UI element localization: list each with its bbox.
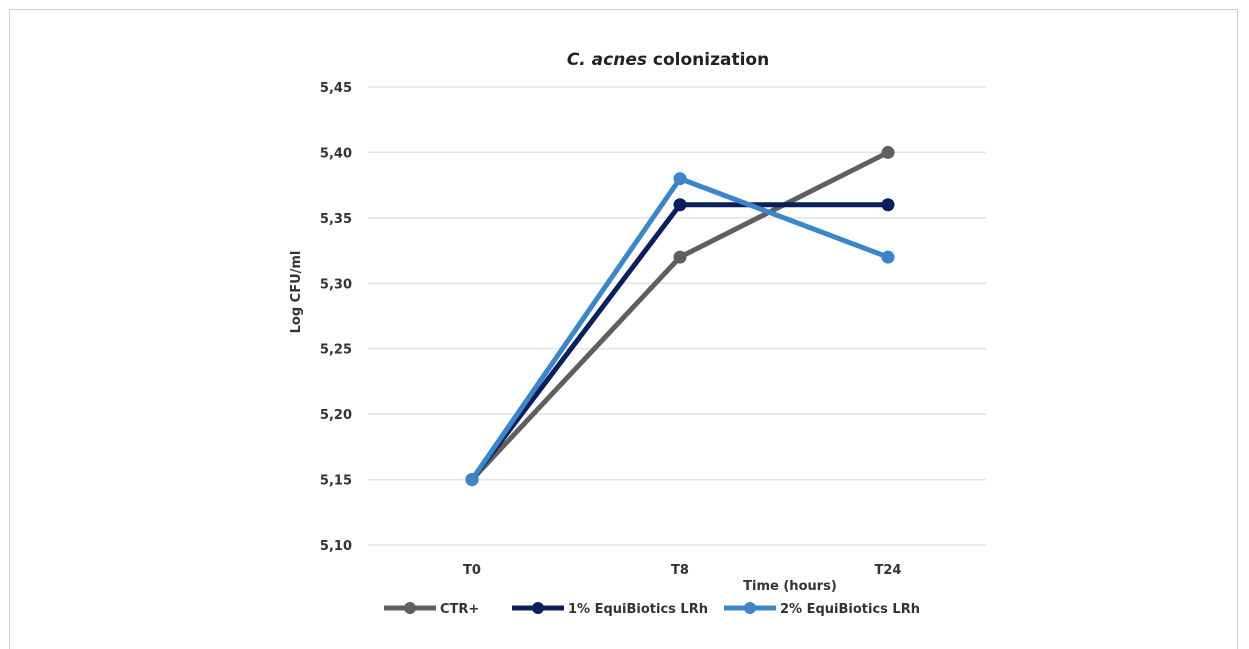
x-axis-title: Time (hours) — [743, 579, 837, 594]
legend-swatch-marker — [744, 602, 756, 614]
legend-label: 2% EquiBiotics LRh — [780, 602, 920, 617]
x-tick-labels: T0 T8 T24 — [463, 563, 901, 578]
x-tick-label: T0 — [463, 563, 481, 578]
legend: CTR+ 1% EquiBiotics LRh 2% EquiBiotics LRh — [384, 602, 920, 617]
data-point — [881, 198, 895, 212]
y-tick-label: 5,45 — [320, 81, 352, 96]
y-tick-label: 5,15 — [320, 474, 352, 489]
y-tick-label: 5,40 — [320, 146, 352, 161]
x-tick-label: T8 — [671, 563, 689, 578]
data-point — [465, 473, 479, 487]
chart-title-italic: C. acnes — [567, 50, 647, 70]
y-tick-label: 5,30 — [320, 277, 352, 292]
x-tick-label: T24 — [875, 563, 902, 578]
y-tick-labels: 5,10 5,15 5,20 5,25 5,30 5,35 5,40 5,45 — [320, 81, 352, 554]
legend-swatch-marker — [404, 602, 416, 614]
data-point — [673, 172, 687, 186]
series-line — [469, 176, 889, 481]
y-axis-title: Log CFU/ml — [289, 251, 304, 334]
series-lines — [465, 145, 895, 487]
legend-swatch-marker — [532, 602, 544, 614]
data-point — [881, 145, 895, 159]
chart-title: C. acnes colonization — [567, 50, 769, 70]
legend-label: CTR+ — [440, 602, 479, 617]
y-tick-label: 5,25 — [320, 343, 352, 358]
series-line — [470, 202, 888, 482]
legend-label: 1% EquiBiotics LRh — [568, 602, 708, 617]
data-point — [673, 250, 687, 264]
chart-title-rest: colonization — [647, 50, 769, 70]
chart-frame — [9, 9, 1238, 649]
y-tick-label: 5,20 — [320, 408, 352, 423]
y-tick-label: 5,10 — [320, 539, 352, 554]
y-tick-label: 5,35 — [320, 212, 352, 227]
data-point — [673, 198, 687, 212]
data-point — [881, 250, 895, 264]
